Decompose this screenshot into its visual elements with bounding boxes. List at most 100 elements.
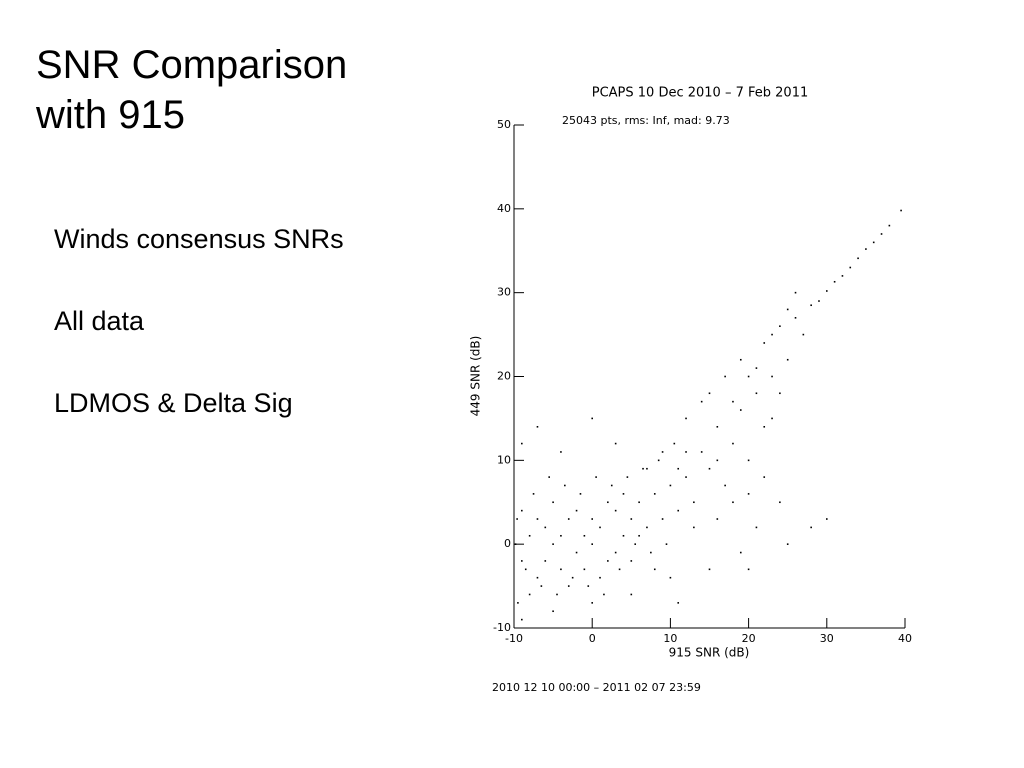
point <box>771 375 773 378</box>
point <box>661 518 664 520</box>
point <box>622 493 625 495</box>
point <box>685 417 687 420</box>
point <box>583 568 586 571</box>
point <box>514 543 517 545</box>
point <box>716 459 719 462</box>
point <box>517 602 519 604</box>
point <box>888 224 891 227</box>
bullet: All data <box>54 306 145 336</box>
point <box>779 392 781 395</box>
point <box>708 467 711 470</box>
point <box>544 560 547 562</box>
point <box>747 375 750 378</box>
point <box>650 551 652 554</box>
point <box>677 602 680 604</box>
point <box>779 325 781 327</box>
point <box>591 417 593 420</box>
point <box>849 266 852 269</box>
point <box>755 392 758 395</box>
point <box>802 333 805 336</box>
point <box>552 501 554 504</box>
bullet: Winds consensus SNRs <box>54 224 344 254</box>
point <box>700 400 703 403</box>
point <box>708 568 711 571</box>
point <box>634 543 637 545</box>
y-tick-label: 20 <box>497 370 511 383</box>
point <box>575 509 578 512</box>
point <box>536 576 539 579</box>
point <box>732 442 734 445</box>
point <box>669 576 672 579</box>
point <box>665 543 668 545</box>
point <box>646 467 648 470</box>
point <box>677 467 680 470</box>
y-tick-label: 50 <box>497 118 511 131</box>
point <box>591 602 593 604</box>
x-tick-label: 10 <box>663 632 677 645</box>
point <box>786 358 789 361</box>
point <box>591 543 593 545</box>
x-tick-label: 30 <box>820 632 834 645</box>
x-tick-label: 40 <box>898 632 912 645</box>
point <box>693 526 695 529</box>
title-line: with 915 <box>36 93 185 137</box>
x-tick-label: 20 <box>742 632 756 645</box>
x-tick-label: 0 <box>589 632 596 645</box>
point <box>595 476 597 478</box>
point <box>826 518 828 520</box>
point <box>607 560 609 562</box>
point <box>591 518 593 520</box>
point <box>630 518 633 520</box>
point <box>638 501 640 504</box>
chart-title: PCAPS 10 Dec 2010 – 7 Feb 2011 <box>592 86 808 101</box>
point <box>716 518 719 520</box>
point <box>599 526 601 529</box>
point <box>677 509 680 512</box>
title-line: SNR Comparison <box>36 43 348 87</box>
point <box>560 451 562 453</box>
y-tick-label: 10 <box>497 453 511 466</box>
point <box>872 241 875 244</box>
point <box>786 308 789 311</box>
point <box>818 300 820 302</box>
point <box>614 442 617 445</box>
point <box>747 568 750 571</box>
point <box>841 275 844 277</box>
point <box>544 526 547 529</box>
point <box>669 484 672 487</box>
y-tick-label: 0 <box>504 537 511 550</box>
point <box>579 493 582 495</box>
bullet: LDMOS & Delta Sig <box>54 388 293 418</box>
point <box>755 526 758 529</box>
y-tick-label: 30 <box>497 286 511 299</box>
point <box>642 467 644 470</box>
point <box>552 543 554 545</box>
slide-title: SNR Comparison with 915 <box>36 40 347 140</box>
point <box>763 476 766 478</box>
point <box>657 459 660 462</box>
point <box>716 426 719 428</box>
point <box>521 442 523 445</box>
y-tick-label: -10 <box>493 621 511 634</box>
point <box>708 392 711 395</box>
point <box>739 358 742 361</box>
point <box>685 451 687 453</box>
point <box>779 501 781 504</box>
point <box>732 400 734 403</box>
point <box>528 534 531 537</box>
point <box>732 501 734 504</box>
point <box>564 484 566 487</box>
point <box>536 518 539 520</box>
point <box>618 568 621 571</box>
x-tick-label: -10 <box>505 632 523 645</box>
point <box>810 526 812 529</box>
point <box>646 526 648 529</box>
point <box>552 610 554 613</box>
point <box>810 304 812 307</box>
point <box>763 426 766 428</box>
point <box>747 493 750 495</box>
point <box>516 518 518 520</box>
point <box>653 493 656 495</box>
